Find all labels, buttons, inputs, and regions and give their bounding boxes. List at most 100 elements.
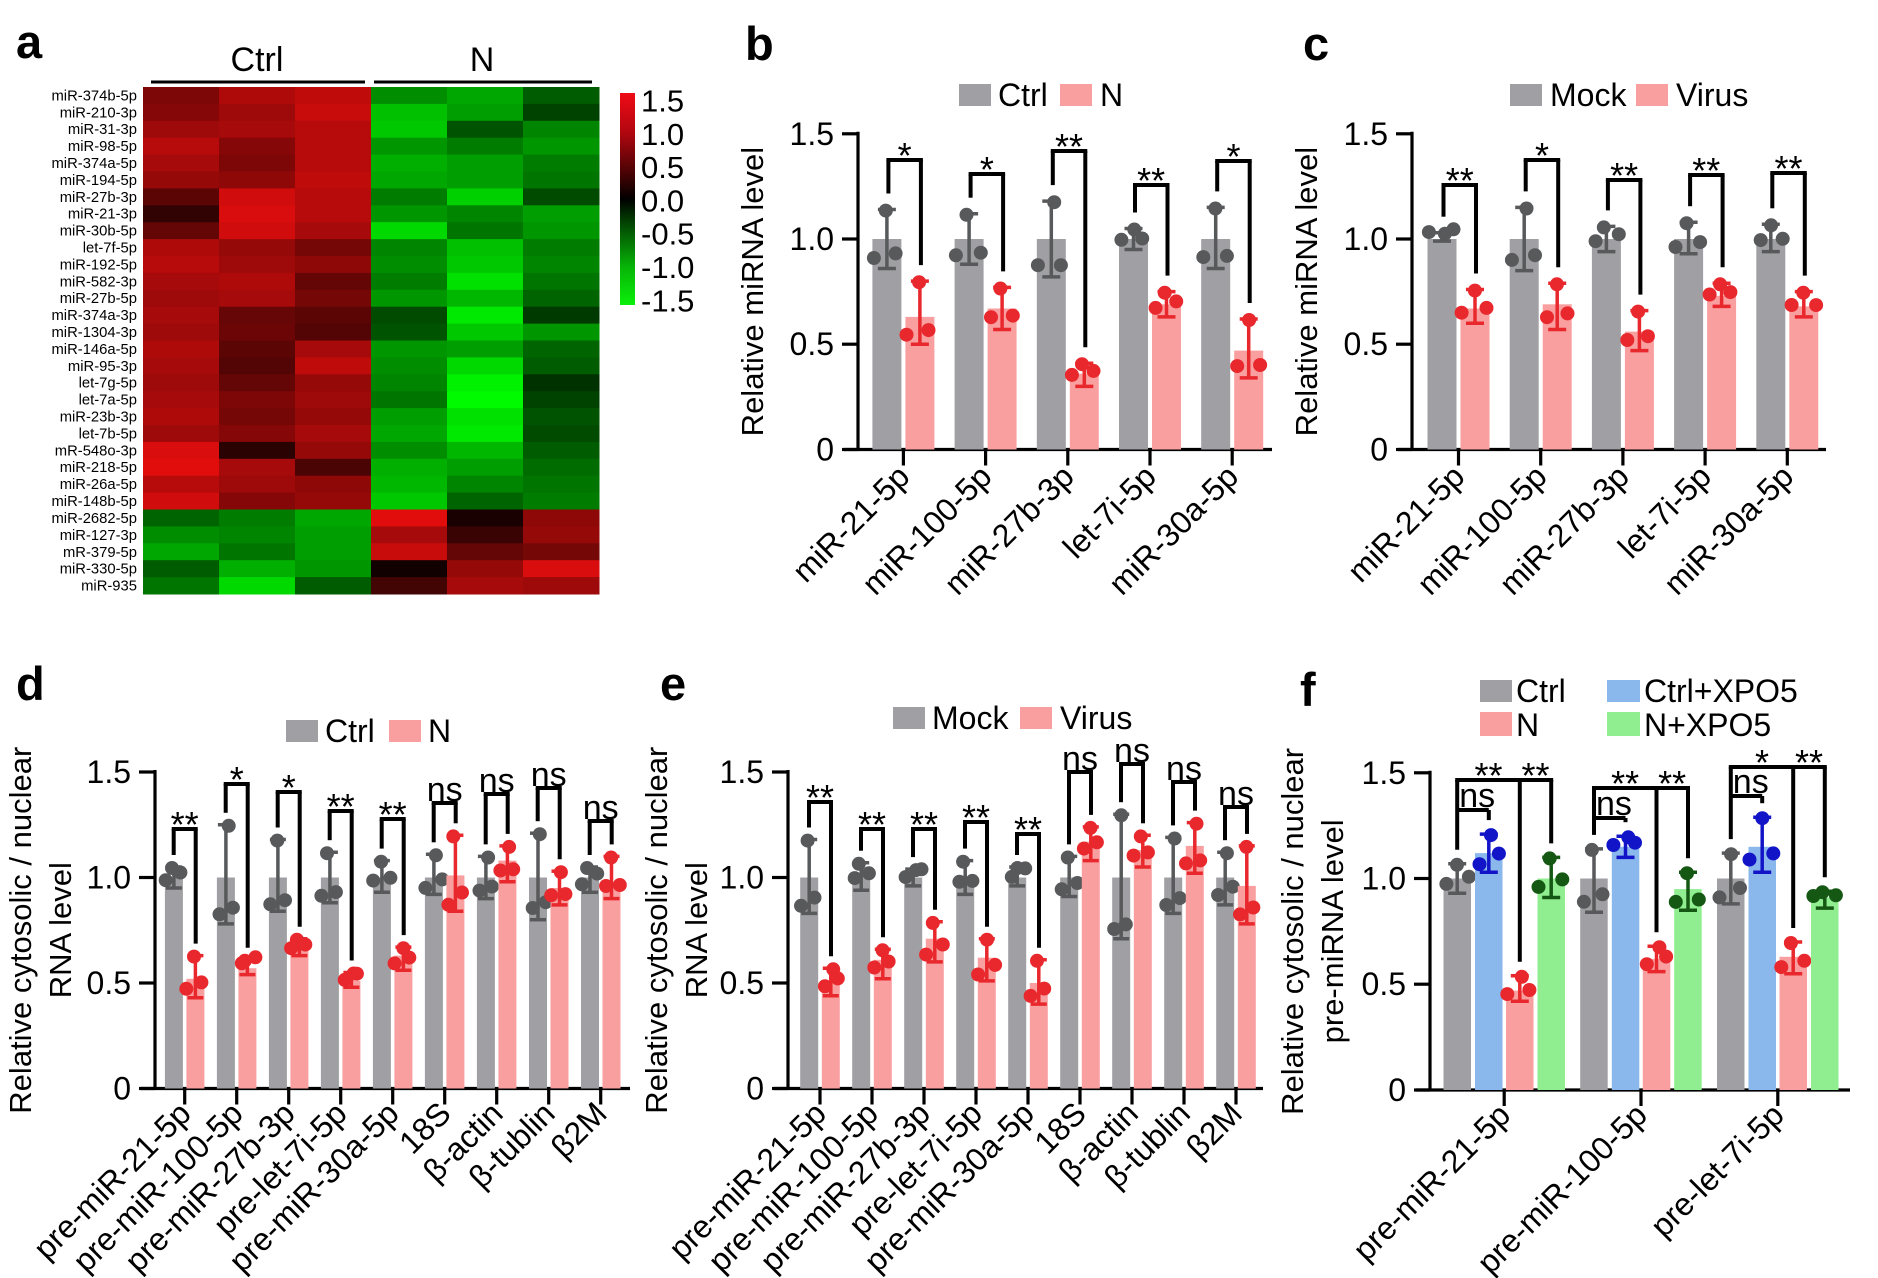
svg-text:miR-374a-5p: miR-374a-5p <box>51 156 137 172</box>
svg-text:Mock: Mock <box>1550 77 1627 113</box>
svg-text:0.5: 0.5 <box>790 326 834 362</box>
svg-text:ns: ns <box>531 756 567 794</box>
svg-text:N: N <box>470 41 495 79</box>
svg-text:miR-192-5p: miR-192-5p <box>60 257 137 273</box>
svg-text:*: * <box>282 767 296 808</box>
svg-text:d: d <box>16 657 45 710</box>
svg-text:0: 0 <box>816 432 834 468</box>
svg-text:miR-1304-3p: miR-1304-3p <box>51 325 137 341</box>
svg-text:miR-27b-3p: miR-27b-3p <box>60 190 137 206</box>
svg-text:miR-23b-3p: miR-23b-3p <box>60 410 137 426</box>
svg-text:pre-let-7i-5p: pre-let-7i-5p <box>1643 1096 1790 1243</box>
svg-text:Mock: Mock <box>932 700 1009 736</box>
svg-text:N+XPO5: N+XPO5 <box>1644 707 1771 743</box>
svg-text:-1.0: -1.0 <box>641 250 694 285</box>
svg-text:miR-30b-5p: miR-30b-5p <box>60 224 137 240</box>
svg-text:ns: ns <box>479 762 515 800</box>
svg-text:**: ** <box>1774 148 1802 189</box>
svg-text:Relative cytosolic / nuclear: Relative cytosolic / nuclear <box>1275 748 1310 1115</box>
svg-text:ns: ns <box>1459 777 1495 815</box>
svg-text:Ctrl: Ctrl <box>998 77 1048 113</box>
svg-text:**: ** <box>379 794 407 835</box>
svg-text:Virus: Virus <box>1060 700 1132 736</box>
svg-text:0.5: 0.5 <box>1362 966 1406 1002</box>
svg-text:miR-148b-5p: miR-148b-5p <box>51 494 137 510</box>
svg-text:**: ** <box>1795 742 1823 783</box>
svg-text:miR-95-3p: miR-95-3p <box>68 359 137 375</box>
svg-text:Relative miRNA level: Relative miRNA level <box>1289 147 1324 436</box>
svg-text:*: * <box>1226 136 1240 177</box>
svg-text:1.0: 1.0 <box>1362 861 1406 897</box>
svg-text:miR-210-3p: miR-210-3p <box>60 105 137 121</box>
svg-text:**: ** <box>1055 126 1083 167</box>
svg-text:c: c <box>1303 17 1329 70</box>
svg-text:-0.5: -0.5 <box>641 217 694 252</box>
svg-text:e: e <box>660 657 686 710</box>
svg-text:**: ** <box>1137 160 1165 201</box>
svg-text:0: 0 <box>113 1071 131 1107</box>
svg-text:1.5: 1.5 <box>641 84 684 119</box>
svg-text:miR-98-5p: miR-98-5p <box>68 139 137 155</box>
svg-text:miR-582-3p: miR-582-3p <box>60 274 137 290</box>
svg-text:**: ** <box>1611 763 1639 804</box>
svg-text:1.5: 1.5 <box>87 754 131 790</box>
svg-text:Ctrl: Ctrl <box>231 41 284 79</box>
svg-text:RNA level: RNA level <box>43 862 78 998</box>
svg-text:0: 0 <box>1388 1072 1406 1108</box>
svg-text:miR-21-3p: miR-21-3p <box>68 207 137 223</box>
svg-text:**: ** <box>1014 809 1042 850</box>
svg-text:**: ** <box>1474 755 1502 796</box>
svg-text:ns: ns <box>1114 732 1150 770</box>
svg-text:**: ** <box>1692 150 1720 191</box>
svg-text:1.0: 1.0 <box>1344 221 1388 257</box>
svg-text:ns: ns <box>1218 775 1254 813</box>
svg-text:*: * <box>1755 742 1769 783</box>
svg-text:ns: ns <box>583 789 619 827</box>
svg-text:0: 0 <box>746 1071 764 1107</box>
svg-text:miR-127-3p: miR-127-3p <box>60 528 137 544</box>
svg-text:N: N <box>428 713 451 749</box>
svg-text:b: b <box>745 17 774 70</box>
svg-text:pre-miRNA level: pre-miRNA level <box>1315 819 1350 1043</box>
svg-text:Relative miRNA level: Relative miRNA level <box>735 147 770 436</box>
svg-text:miR-146a-5p: miR-146a-5p <box>51 342 137 358</box>
svg-text:miR-935: miR-935 <box>81 579 137 595</box>
svg-text:miR-218-5p: miR-218-5p <box>60 460 137 476</box>
svg-text:**: ** <box>1521 755 1549 796</box>
svg-text:0.5: 0.5 <box>1344 326 1388 362</box>
svg-text:1.0: 1.0 <box>720 860 764 896</box>
svg-text:Relative cytosolic / nuclear: Relative cytosolic / nuclear <box>3 747 38 1114</box>
svg-text:*: * <box>980 149 994 190</box>
svg-text:β2M: β2M <box>544 1095 614 1165</box>
svg-text:N: N <box>1100 77 1123 113</box>
svg-text:f: f <box>1300 663 1316 716</box>
svg-text:Ctrl: Ctrl <box>1516 673 1566 709</box>
svg-text:**: ** <box>1610 155 1638 196</box>
svg-text:**: ** <box>858 804 886 845</box>
svg-text:0: 0 <box>1370 432 1388 468</box>
svg-text:miR-374a-3p: miR-374a-3p <box>51 308 137 324</box>
svg-text:ns: ns <box>1166 750 1202 788</box>
svg-text:β2M: β2M <box>1179 1095 1249 1165</box>
svg-text:1.5: 1.5 <box>1344 116 1388 152</box>
svg-text:miR-27b-5p: miR-27b-5p <box>60 291 137 307</box>
svg-text:let-7b-5p: let-7b-5p <box>79 426 137 442</box>
svg-text:1.5: 1.5 <box>720 754 764 790</box>
svg-text:miR-2682-5p: miR-2682-5p <box>51 511 137 527</box>
svg-text:**: ** <box>962 797 990 838</box>
svg-text:mR-379-5p: mR-379-5p <box>63 545 137 561</box>
svg-text:**: ** <box>806 777 834 818</box>
svg-text:miR-26a-5p: miR-26a-5p <box>60 477 137 493</box>
svg-text:**: ** <box>910 804 938 845</box>
svg-text:1.5: 1.5 <box>1362 755 1406 791</box>
svg-text:Ctrl+XPO5: Ctrl+XPO5 <box>1644 673 1798 709</box>
svg-text:miR-31-3p: miR-31-3p <box>68 122 137 138</box>
svg-text:*: * <box>1535 135 1549 176</box>
svg-text:miR-330-5p: miR-330-5p <box>60 562 137 578</box>
svg-text:0.5: 0.5 <box>720 965 764 1001</box>
svg-text:**: ** <box>171 804 199 845</box>
svg-text:-1.5: -1.5 <box>641 283 694 318</box>
svg-text:Ctrl: Ctrl <box>325 713 375 749</box>
svg-text:N: N <box>1516 707 1539 743</box>
svg-text:let-7a-5p: let-7a-5p <box>79 393 137 409</box>
